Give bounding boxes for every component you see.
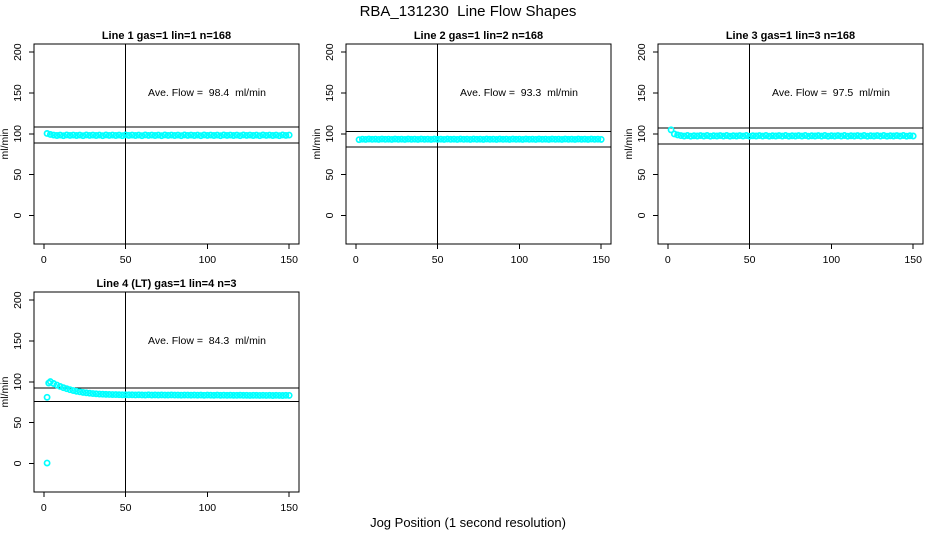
svg-text:100: 100	[511, 254, 529, 266]
subplot-4-plot-area: 0 50 100 150 0 50 100 150 200 ml/min	[0, 291, 300, 514]
svg-text:50: 50	[12, 169, 24, 181]
subplot-line-1: Line 1 gas=1 lin=1 n=168 0 50 100 150 0 50 100…	[0, 30, 312, 278]
svg-text:200: 200	[12, 291, 24, 309]
svg-text:100: 100	[823, 254, 841, 266]
svg-text:ml/min: ml/min	[0, 128, 11, 159]
svg-text:100: 100	[12, 373, 24, 391]
svg-text:0: 0	[41, 254, 47, 266]
svg-text:50: 50	[120, 254, 132, 266]
svg-text:50: 50	[744, 254, 756, 266]
svg-text:ml/min: ml/min	[0, 376, 11, 407]
svg-text:100: 100	[12, 125, 24, 143]
subplot-4-title: Line 4 (LT) gas=1 lin=4 n=3	[96, 278, 237, 290]
svg-text:ml/min: ml/min	[312, 128, 323, 159]
subplot-1-ave-flow-annotation: Ave. Flow = 98.4 ml/min	[148, 87, 266, 99]
svg-text:150: 150	[12, 332, 24, 350]
subplot-line-4: Line 4 (LT) gas=1 lin=4 n=3 0 50 100 150 0 50…	[0, 278, 312, 526]
svg-text:100: 100	[324, 125, 336, 143]
svg-text:150: 150	[636, 84, 648, 102]
svg-text:150: 150	[12, 84, 24, 102]
x-axis-label: Jog Position (1 second resolution)	[370, 515, 566, 530]
subplot-line-3: Line 3 gas=1 lin=3 n=168 0 50 100 150 0 50 100…	[624, 30, 936, 278]
main-title: RBA_131230 Line Flow Shapes	[359, 3, 577, 20]
svg-text:150: 150	[280, 502, 298, 514]
svg-text:100: 100	[636, 125, 648, 143]
svg-text:0: 0	[665, 254, 671, 266]
subplot-line-2: Line 2 gas=1 lin=2 n=168 0 50 100 150 0 50 100…	[312, 30, 624, 278]
subplot-1-title: Line 1 gas=1 lin=1 n=168	[101, 30, 232, 42]
svg-text:100: 100	[199, 254, 217, 266]
svg-text:150: 150	[280, 254, 298, 266]
subplot-3-ave-flow-annotation: Ave. Flow = 97.5 ml/min	[772, 87, 890, 99]
svg-text:0: 0	[636, 212, 648, 218]
svg-text:200: 200	[12, 43, 24, 61]
subplot-2-plot-area: 0 50 100 150 0 50 100 150 200 ml/min	[312, 43, 612, 266]
svg-text:50: 50	[12, 417, 24, 429]
svg-text:0: 0	[12, 460, 24, 466]
svg-text:50: 50	[432, 254, 444, 266]
svg-text:150: 150	[592, 254, 610, 266]
subplot-1-plot-area: 0 50 100 150 0 50 100 150 200 ml/min	[0, 43, 300, 266]
svg-text:50: 50	[120, 502, 132, 514]
svg-text:200: 200	[636, 43, 648, 61]
subplot-3-plot-area: 0 50 100 150 0 50 100 150 200 ml/min	[624, 43, 924, 266]
svg-text:150: 150	[904, 254, 922, 266]
svg-text:200: 200	[324, 43, 336, 61]
svg-text:150: 150	[324, 84, 336, 102]
svg-text:0: 0	[353, 254, 359, 266]
subplot-4-ave-flow-annotation: Ave. Flow = 84.3 ml/min	[148, 335, 266, 347]
subplot-2-ave-flow-annotation: Ave. Flow = 93.3 ml/min	[460, 87, 578, 99]
svg-text:ml/min: ml/min	[624, 128, 635, 159]
svg-text:50: 50	[324, 169, 336, 181]
svg-text:0: 0	[41, 502, 47, 514]
svg-text:50: 50	[636, 169, 648, 181]
svg-text:0: 0	[12, 212, 24, 218]
svg-text:100: 100	[199, 502, 217, 514]
subplot-2-title: Line 2 gas=1 lin=2 n=168	[413, 30, 544, 42]
subplot-3-title: Line 3 gas=1 lin=3 n=168	[725, 30, 856, 42]
svg-text:0: 0	[324, 212, 336, 218]
